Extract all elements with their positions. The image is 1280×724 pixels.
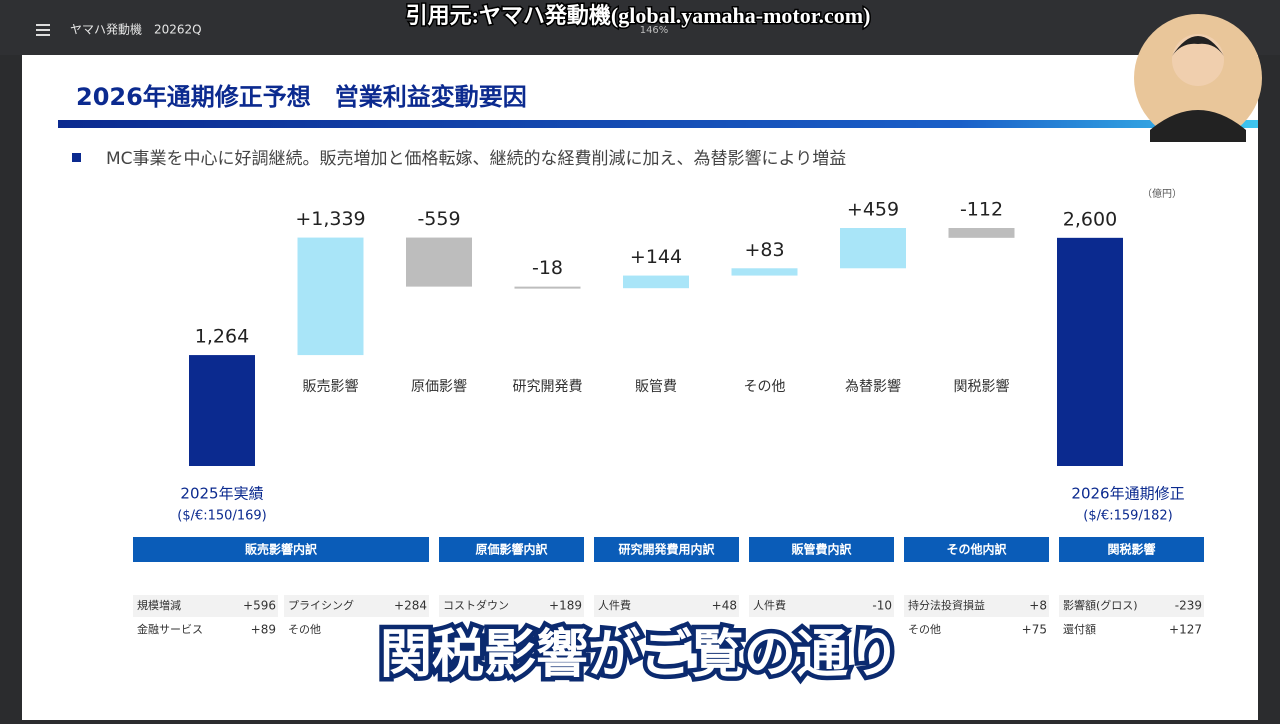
- value-label: +459: [847, 199, 899, 221]
- row-value: +48: [712, 599, 737, 613]
- table-header: [133, 537, 429, 562]
- category-note: ($/€:150/169): [177, 509, 266, 524]
- table-header: [904, 537, 1049, 562]
- table-row: [749, 595, 894, 617]
- bar: [731, 268, 798, 276]
- table-row: [594, 595, 739, 617]
- category-label: 原価影響: [411, 378, 467, 395]
- category-label: 関税影響: [954, 378, 1010, 395]
- row-value: -239: [1175, 599, 1202, 613]
- bar: [948, 228, 1015, 238]
- row-label: コストダウン: [443, 598, 509, 612]
- value-label: -112: [960, 199, 1003, 221]
- row-label: 持分法投資損益: [908, 598, 985, 612]
- slide-title: 2026年通期修正予想 営業利益変動要因: [76, 83, 527, 111]
- category-label: 2026年通期修正: [1071, 485, 1184, 503]
- row-label: 人件費: [753, 598, 786, 612]
- row-label: 人件費: [598, 598, 631, 612]
- bar: [840, 228, 906, 269]
- table-header: [439, 537, 584, 562]
- bar: [297, 237, 364, 356]
- value-label: -559: [417, 208, 460, 230]
- bar: [1057, 237, 1123, 466]
- table-row: [133, 595, 278, 617]
- value-label: 1,264: [195, 326, 249, 348]
- title-rule: [58, 120, 1258, 128]
- table-title: 販売影響内訳: [245, 542, 318, 557]
- table-header: [749, 537, 894, 562]
- row-label: その他: [908, 623, 941, 636]
- bullet-mark: [72, 153, 81, 162]
- table-header: [1059, 537, 1204, 562]
- row-label: 金融サービス: [137, 622, 203, 636]
- row-value: +89: [251, 623, 276, 637]
- category-label: 研究開発費: [513, 379, 583, 395]
- bar: [189, 355, 255, 466]
- value-label: 2,600: [1063, 208, 1117, 230]
- table-row: [904, 619, 1049, 641]
- row-value: +127: [1169, 623, 1202, 637]
- bar: [406, 237, 472, 287]
- table-row: [133, 619, 278, 641]
- table-row: [284, 619, 429, 641]
- toolbar: [0, 0, 1280, 55]
- category-label: 販売影響: [303, 378, 359, 395]
- doc-title: ヤマハ発動機 20262Q: [70, 22, 202, 37]
- table-title: 研究開発費用内訳: [618, 542, 715, 557]
- table-title: 関税影響: [1107, 542, 1155, 557]
- row-label: プライシング: [288, 598, 354, 612]
- row-label: 規模増減: [137, 598, 181, 612]
- row-value: +596: [243, 599, 276, 613]
- menu-button[interactable]: [36, 24, 50, 36]
- category-label: 販管費: [635, 379, 677, 395]
- table-row: [284, 595, 429, 617]
- table-title: 原価影響内訳: [475, 542, 548, 557]
- value-label: +83: [744, 239, 784, 261]
- caption: 関税影響がご覧の通り: [380, 625, 900, 685]
- zoom[interactable]: 146%: [640, 25, 669, 36]
- table-header: [594, 537, 739, 562]
- row-value: +284: [394, 599, 427, 613]
- waterfall-chart: 1,264 2025年実績 +1,339 販売影響 -559 原価影響 -18 研究開発費 +1…: [177, 199, 1184, 524]
- bar: [623, 275, 689, 289]
- row-label: その他: [288, 623, 321, 636]
- table-title: その他内訳: [946, 542, 1007, 557]
- value-label: -18: [532, 257, 563, 279]
- avatar: [1134, 14, 1262, 142]
- row-value: +189: [549, 599, 582, 613]
- category-label: 為替影響: [845, 378, 901, 395]
- row-value: +75: [1022, 623, 1047, 637]
- value-label: +1,339: [295, 208, 365, 230]
- source-overlay: 引用元:ヤマハ発動機(global.yamaha-motor.com): [406, 3, 871, 28]
- row-label: 還付額: [1063, 623, 1096, 636]
- category-label: その他: [744, 379, 786, 395]
- bar: [514, 286, 581, 289]
- category-label: 2025年実績: [180, 485, 263, 503]
- table-row: [1059, 595, 1204, 617]
- value-label: +144: [630, 246, 682, 268]
- table-title: 販管費内訳: [791, 542, 852, 557]
- row-value: -10: [872, 599, 892, 613]
- row-value: +8: [1029, 599, 1047, 613]
- row-label: 影響額(グロス): [1063, 598, 1138, 612]
- table-row: [1059, 619, 1204, 641]
- table-row: [904, 595, 1049, 617]
- unit: （億円）: [1142, 187, 1182, 200]
- table-row: [439, 595, 584, 617]
- bullet-text: MC事業を中心に好調継続。販売増加と価格転嫁、継続的な経費削減に加え、為替影響に…: [106, 149, 846, 169]
- category-note: ($/€:159/182): [1083, 509, 1172, 524]
